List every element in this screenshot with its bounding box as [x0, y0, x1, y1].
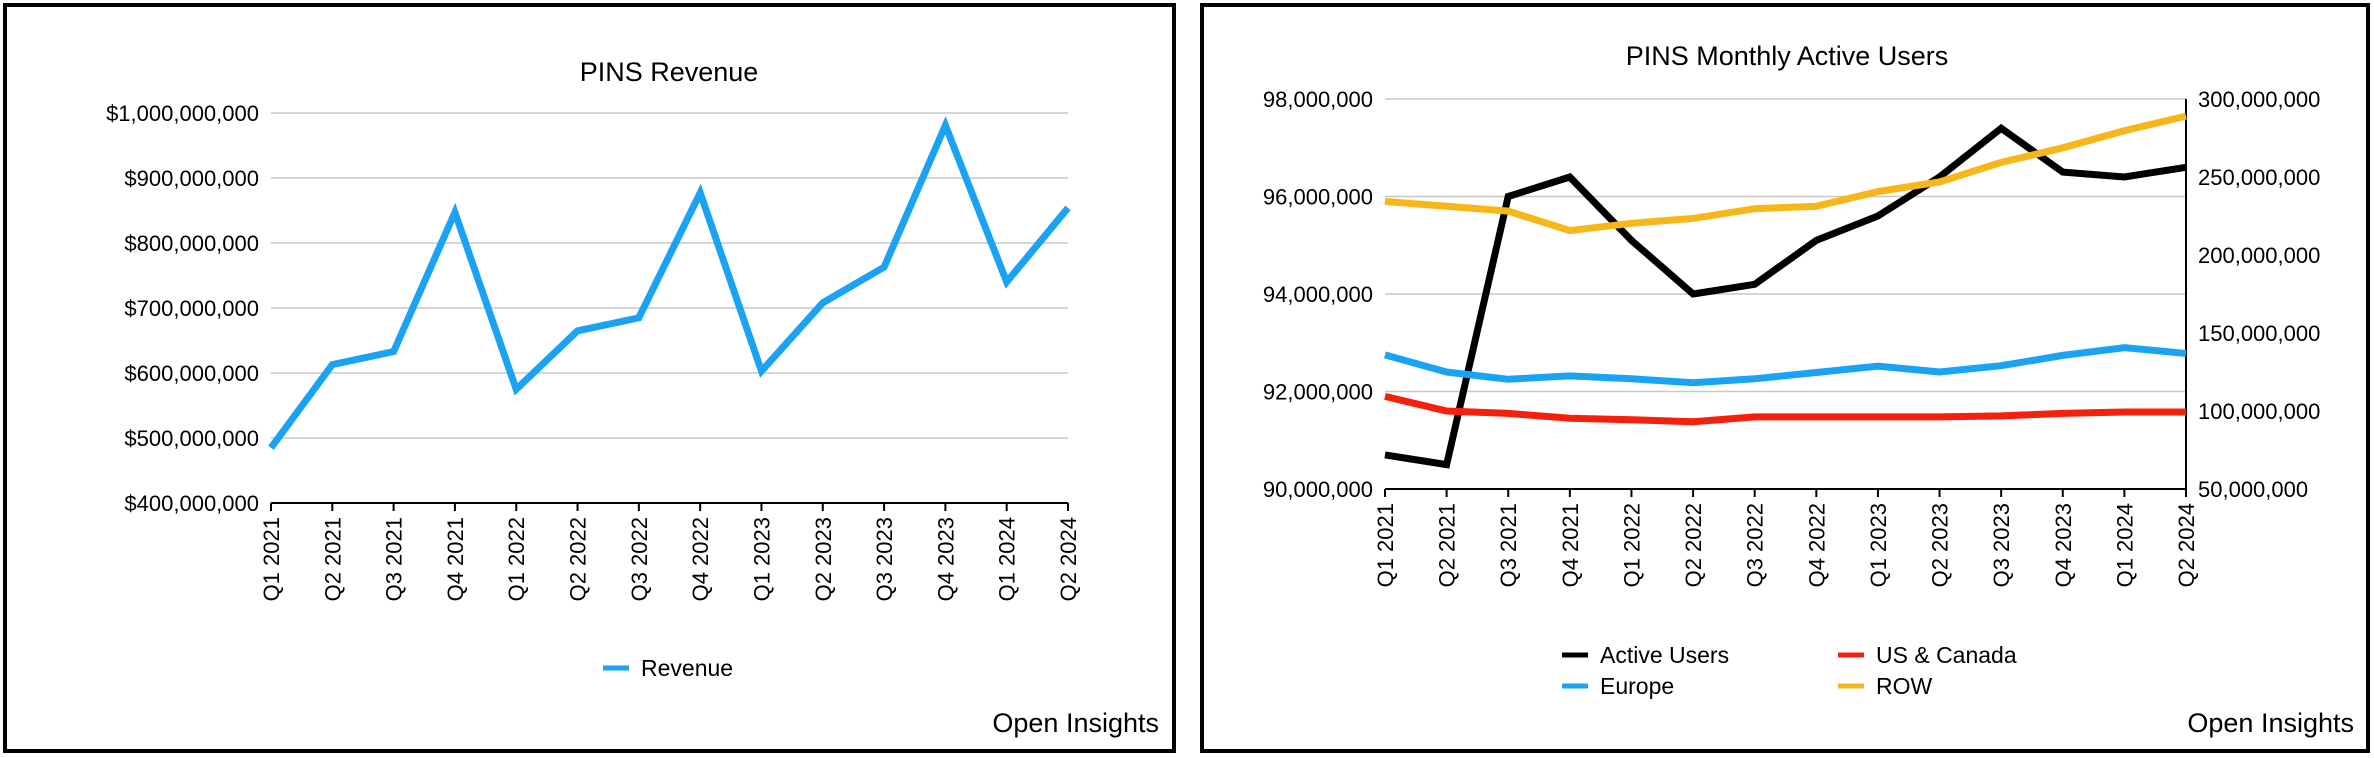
y-tick-label: $600,000,000: [124, 361, 259, 386]
x-tick-label: Q3 2021: [382, 517, 407, 601]
y-right-tick-label: 200,000,000: [2198, 243, 2320, 268]
series-line-us-canada: [1384, 392, 2186, 426]
x-tick-label: Q2 2023: [1928, 503, 1953, 587]
series-line-row: [1384, 112, 2187, 235]
legend-label-revenue: Revenue: [641, 655, 733, 681]
x-tick-label: Q1 2022: [504, 517, 529, 601]
x-tick-label: Q3 2023: [1989, 503, 2014, 587]
chart-title: PINS Revenue: [580, 57, 759, 87]
revenue-chart: PINS Revenue $400,000,000 $500,000,000 $600…: [106, 57, 1159, 738]
x-tick-label: Q2 2024: [1056, 517, 1081, 601]
y-tick-label: 96,000,000: [1263, 185, 1373, 210]
x-tick-label: Q4 2023: [933, 517, 958, 601]
x-tick-label: Q2 2021: [1435, 503, 1460, 587]
revenue-chart-panel: PINS Revenue $400,000,000 $500,000,000 $600…: [3, 3, 1176, 753]
y-tick-label: $1,000,000,000: [106, 101, 259, 126]
series-line-europe: [1384, 344, 2187, 387]
mau-chart-panel: PINS Monthly Active Users 90,000,000 92,00…: [1200, 3, 2370, 753]
y-right-tick-label: 100,000,000: [2198, 399, 2320, 424]
x-tick-label: Q3 2023: [872, 517, 897, 601]
x-tick-label: Q4 2021: [1558, 503, 1583, 587]
x-tick-label: Q2 2022: [1681, 503, 1706, 587]
y-tick-label: $700,000,000: [124, 296, 259, 321]
y-tick-label: $400,000,000: [124, 491, 259, 516]
legend-label-row: ROW: [1876, 673, 1933, 699]
credit-text: Open Insights: [992, 708, 1159, 738]
x-tick-label: Q2 2022: [566, 517, 591, 601]
legend-label-europe: Europe: [1600, 673, 1674, 699]
y-tick-label: 94,000,000: [1263, 282, 1373, 307]
x-tick-label: Q1 2022: [1619, 503, 1644, 587]
series-line-active-users: [1384, 123, 2187, 469]
legend-label-active-users: Active Users: [1600, 642, 1729, 668]
x-tick-label: Q3 2022: [1743, 503, 1768, 587]
credit-text: Open Insights: [2187, 708, 2354, 738]
x-tick-label: Q2 2023: [811, 517, 836, 601]
x-tick-label: Q4 2021: [443, 517, 468, 601]
y-tick-label: 90,000,000: [1263, 477, 1373, 502]
x-tick-label: Q2 2021: [320, 517, 345, 601]
x-tick-label: Q2 2024: [2174, 503, 2199, 587]
x-tick-label: Q1 2024: [2112, 503, 2137, 587]
y-right-tick-label: 250,000,000: [2198, 165, 2320, 190]
y-tick-label: 92,000,000: [1263, 380, 1373, 405]
x-tick-label: Q1 2021: [259, 517, 284, 601]
x-tick-label: Q4 2022: [688, 517, 713, 601]
x-tick-label: Q4 2022: [1804, 503, 1829, 587]
y-right-tick-label: 50,000,000: [2198, 477, 2308, 502]
chart-title: PINS Monthly Active Users: [1626, 41, 1949, 71]
x-tick-label: Q4 2023: [2051, 503, 2076, 587]
y-right-tick-label: 150,000,000: [2198, 321, 2320, 346]
y-right-tick-label: 300,000,000: [2198, 87, 2320, 112]
y-tick-label: 98,000,000: [1263, 87, 1373, 112]
x-tick-label: Q3 2022: [627, 517, 652, 601]
mau-chart: PINS Monthly Active Users 90,000,000 92,00…: [1263, 41, 2354, 738]
x-tick-label: Q1 2023: [1866, 503, 1891, 587]
x-tick-label: Q3 2021: [1496, 503, 1521, 587]
series-line-revenue: [268, 116, 1071, 450]
legend-label-us-canada: US & Canada: [1876, 642, 2017, 668]
x-tick-label: Q1 2023: [749, 517, 774, 601]
y-tick-label: $900,000,000: [124, 166, 259, 191]
y-tick-label: $800,000,000: [124, 231, 259, 256]
x-tick-label: Q1 2021: [1373, 503, 1398, 587]
x-tick-label: Q1 2024: [995, 517, 1020, 601]
y-tick-label: $500,000,000: [124, 426, 259, 451]
